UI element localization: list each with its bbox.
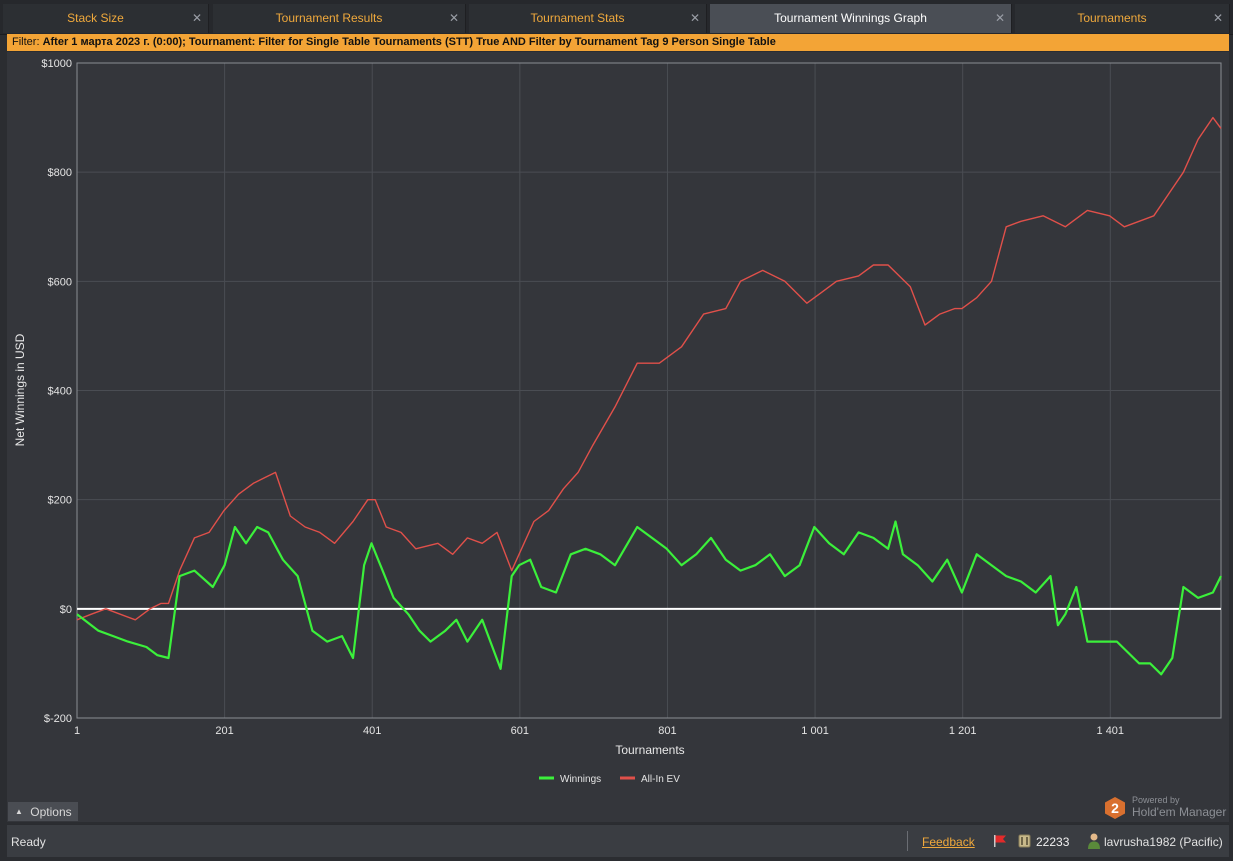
chart-series	[76, 116, 1222, 676]
database-icon	[1018, 834, 1031, 848]
close-icon[interactable]: ✕	[448, 11, 459, 25]
tab-label: Tournament Winnings Graph	[774, 11, 927, 25]
y-tick-label: $800	[48, 167, 72, 179]
tab-tournament-stats[interactable]: Tournament Stats ✕	[469, 4, 707, 33]
x-tick-label: 201	[215, 725, 233, 737]
y-tick-label: $1000	[41, 58, 72, 70]
x-axis-label: Tournaments	[615, 743, 684, 757]
tab-tournaments[interactable]: Tournaments ✕	[1015, 4, 1230, 33]
tab-tournament-results[interactable]: Tournament Results ✕	[213, 4, 466, 33]
winnings-line	[76, 520, 1222, 676]
legend-label: All-In EV	[641, 774, 680, 785]
tab-bar: Stack Size ✕ Tournament Results ✕ Tourna…	[0, 0, 1233, 35]
y-tick-label: $0	[60, 604, 72, 616]
hem2-logo-icon: 2	[1105, 797, 1125, 819]
close-icon[interactable]: ✕	[191, 11, 202, 25]
x-tick-label: 1 201	[949, 725, 977, 737]
y-tick-label: $200	[48, 495, 72, 507]
logo-badge-text: 2	[1111, 800, 1119, 816]
tab-label: Tournament Results	[275, 11, 383, 25]
y-tick-label: $-200	[44, 713, 72, 725]
options-label: Options	[30, 805, 72, 819]
user-name: lavrusha1982 (Pacific)	[1104, 835, 1223, 849]
legend-label: Winnings	[560, 774, 601, 785]
tab-tournament-winnings-graph[interactable]: Tournament Winnings Graph ✕	[710, 4, 1012, 33]
filter-label: Filter:	[12, 36, 40, 48]
user-icon	[1088, 833, 1100, 849]
tab-label: Stack Size	[67, 11, 124, 25]
options-button[interactable]: ▲ Options	[8, 802, 78, 821]
powered-by-logo: 2 Powered by Hold'em Manager	[1103, 795, 1231, 823]
hand-count: 22233	[1036, 835, 1070, 849]
close-icon[interactable]: ✕	[994, 11, 1005, 25]
status-text: Ready	[11, 835, 46, 849]
status-bar: Ready Feedback 22233 lavrusha1982 (Pacif…	[7, 824, 1229, 857]
close-icon[interactable]: ✕	[689, 11, 700, 25]
powered-by-text: Powered by	[1132, 795, 1180, 805]
filter-text: After 1 марта 2023 г. (0:00); Tournament…	[42, 36, 776, 48]
x-tick-label: 601	[511, 725, 529, 737]
plot-frame	[76, 62, 1222, 719]
x-tick-label: 1	[74, 725, 80, 737]
tab-stack-size[interactable]: Stack Size ✕	[3, 4, 209, 33]
x-tick-labels: 1 201 401 601 801 1 001 1 201 1 401	[74, 725, 1124, 737]
tab-label: Tournaments	[1077, 11, 1147, 25]
x-tick-label: 401	[363, 725, 381, 737]
product-name: Hold'em Manager	[1132, 805, 1227, 819]
filter-bar[interactable]: Filter: After 1 марта 2023 г. (0:00); To…	[7, 34, 1229, 51]
y-tick-label: $600	[48, 276, 72, 288]
x-tick-label: 1 001	[801, 725, 829, 737]
winnings-chart: $-200 $0 $200 $400 $600 $800 $1000 1 201 401 601 8…	[13, 58, 1222, 785]
allin-ev-line	[76, 116, 1222, 621]
y-axis-label: Net Winnings in USD	[13, 333, 27, 446]
y-tick-label: $400	[48, 386, 72, 398]
feedback-link[interactable]: Feedback	[922, 835, 975, 849]
tab-label: Tournament Stats	[530, 11, 625, 25]
close-icon[interactable]: ✕	[1212, 11, 1223, 25]
status-separator	[907, 831, 908, 851]
y-tick-labels: $-200 $0 $200 $400 $600 $800 $1000	[41, 58, 72, 725]
chart-legend: Winnings All-In EV	[539, 774, 680, 785]
chart-grid	[76, 62, 1221, 719]
x-tick-label: 801	[658, 725, 676, 737]
chart-area: $-200 $0 $200 $400 $600 $800 $1000 1 201 401 601 8…	[7, 52, 1229, 822]
chevron-up-icon: ▲	[15, 807, 23, 816]
x-tick-label: 1 401	[1097, 725, 1125, 737]
flag-icon[interactable]	[993, 834, 1007, 848]
